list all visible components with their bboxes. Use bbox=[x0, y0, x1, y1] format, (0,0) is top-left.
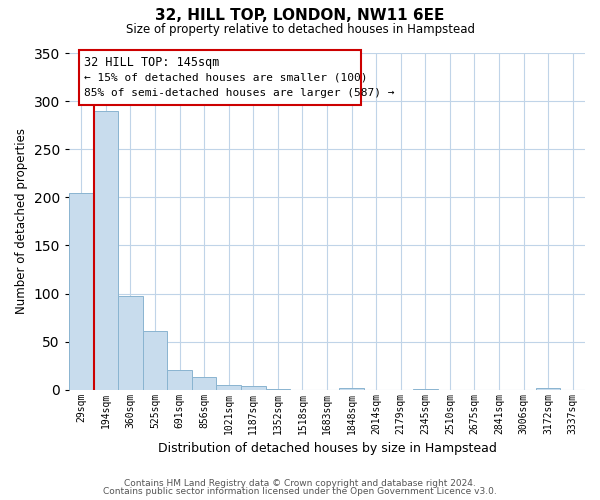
FancyBboxPatch shape bbox=[79, 50, 361, 105]
Text: ← 15% of detached houses are smaller (100): ← 15% of detached houses are smaller (10… bbox=[85, 72, 368, 82]
X-axis label: Distribution of detached houses by size in Hampstead: Distribution of detached houses by size … bbox=[158, 442, 496, 455]
Bar bbox=[143, 331, 167, 390]
Bar bbox=[192, 378, 217, 390]
Bar bbox=[217, 385, 241, 390]
Y-axis label: Number of detached properties: Number of detached properties bbox=[15, 128, 28, 314]
Text: 32, HILL TOP, LONDON, NW11 6EE: 32, HILL TOP, LONDON, NW11 6EE bbox=[155, 8, 445, 22]
Text: Contains HM Land Registry data © Crown copyright and database right 2024.: Contains HM Land Registry data © Crown c… bbox=[124, 478, 476, 488]
Bar bbox=[241, 386, 266, 390]
Text: Contains public sector information licensed under the Open Government Licence v3: Contains public sector information licen… bbox=[103, 487, 497, 496]
Bar bbox=[339, 388, 364, 390]
Text: 85% of semi-detached houses are larger (587) →: 85% of semi-detached houses are larger (… bbox=[85, 88, 395, 98]
Bar bbox=[118, 296, 143, 390]
Bar bbox=[413, 389, 437, 390]
Bar bbox=[167, 370, 192, 390]
Bar bbox=[536, 388, 560, 390]
Bar bbox=[266, 389, 290, 390]
Text: Size of property relative to detached houses in Hampstead: Size of property relative to detached ho… bbox=[125, 22, 475, 36]
Text: 32 HILL TOP: 145sqm: 32 HILL TOP: 145sqm bbox=[85, 56, 220, 70]
Bar bbox=[94, 110, 118, 390]
Bar bbox=[69, 192, 94, 390]
